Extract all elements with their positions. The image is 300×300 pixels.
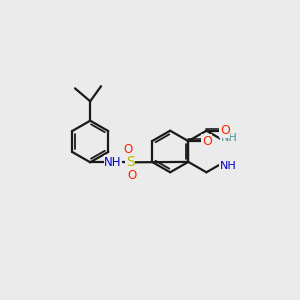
Text: NH: NH: [220, 161, 237, 171]
Text: NH: NH: [221, 133, 238, 143]
Text: O: O: [128, 169, 137, 182]
Text: NH: NH: [104, 156, 122, 169]
Text: O: O: [220, 124, 230, 137]
Text: S: S: [126, 155, 134, 169]
Text: O: O: [202, 135, 212, 148]
Text: O: O: [123, 143, 132, 156]
